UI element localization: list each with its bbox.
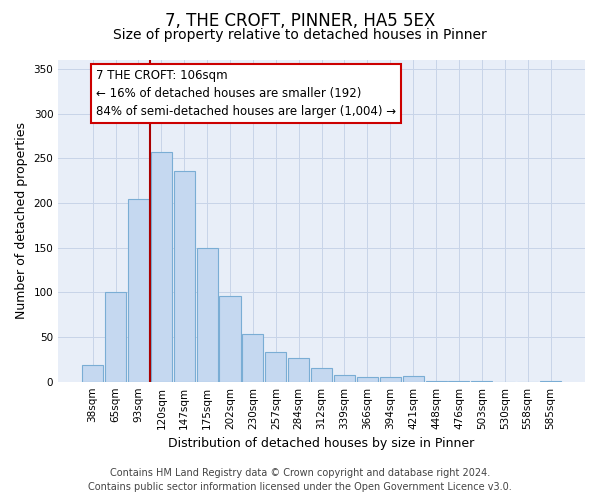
Y-axis label: Number of detached properties: Number of detached properties [15, 122, 28, 320]
Text: Contains HM Land Registry data © Crown copyright and database right 2024.
Contai: Contains HM Land Registry data © Crown c… [88, 468, 512, 492]
Bar [265, 352, 286, 382]
Bar [197, 248, 218, 382]
Bar [173, 171, 195, 382]
Bar [105, 292, 126, 382]
X-axis label: Distribution of detached houses by size in Pinner: Distribution of detached houses by size … [169, 437, 475, 450]
Bar [128, 198, 149, 382]
Text: Size of property relative to detached houses in Pinner: Size of property relative to detached ho… [113, 28, 487, 42]
Text: 7 THE CROFT: 106sqm
← 16% of detached houses are smaller (192)
84% of semi-detac: 7 THE CROFT: 106sqm ← 16% of detached ho… [96, 69, 396, 118]
Bar [288, 358, 309, 382]
Bar [540, 381, 561, 382]
Bar [357, 377, 378, 382]
Bar [151, 152, 172, 382]
Bar [311, 368, 332, 382]
Text: 7, THE CROFT, PINNER, HA5 5EX: 7, THE CROFT, PINNER, HA5 5EX [165, 12, 435, 30]
Bar [380, 377, 401, 382]
Bar [82, 364, 103, 382]
Bar [472, 381, 493, 382]
Bar [425, 381, 446, 382]
Bar [448, 381, 469, 382]
Bar [220, 296, 241, 382]
Bar [334, 374, 355, 382]
Bar [242, 334, 263, 382]
Bar [403, 376, 424, 382]
